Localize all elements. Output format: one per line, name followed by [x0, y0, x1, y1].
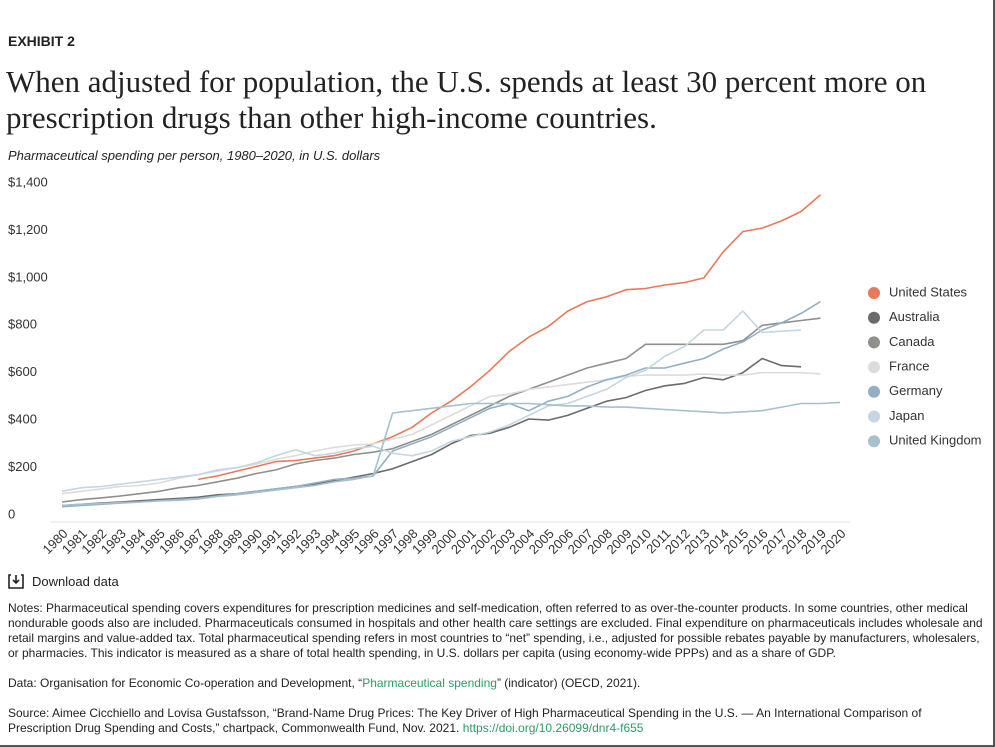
- notes: Notes: Pharmaceutical spending covers ex…: [8, 601, 983, 660]
- download-label: Download data: [32, 573, 119, 589]
- y-tick-label: 0: [8, 506, 15, 521]
- chart-subtitle: Pharmaceutical spending per person, 1980…: [8, 148, 381, 163]
- download-icon: [8, 574, 24, 589]
- legend-marker: [868, 287, 880, 299]
- legend-marker: [868, 361, 880, 374]
- y-tick-label: $400: [8, 412, 37, 427]
- download-button[interactable]: Download data: [8, 573, 119, 589]
- legend-marker: [868, 311, 880, 324]
- y-tick-label: $1,200: [8, 222, 48, 237]
- source: Source: Aimee Cicchiello and Lovisa Gust…: [8, 706, 986, 736]
- y-tick-label: $200: [8, 459, 37, 474]
- series-line: [61, 317, 821, 503]
- legend-label: Australia: [889, 309, 940, 324]
- y-tick-label: $800: [8, 317, 37, 332]
- y-tick-label: $600: [8, 364, 37, 379]
- legend-label: Canada: [889, 334, 935, 349]
- data-source-text: ” (indicator) (OECD, 2021).: [496, 676, 641, 690]
- series-line: [61, 357, 802, 507]
- legend-marker: [868, 385, 880, 398]
- series-line: [61, 401, 841, 507]
- data-source-text: Data: Organisation for Economic Co-opera…: [8, 676, 363, 690]
- series-line: [198, 194, 822, 481]
- legend-label: Germany: [889, 383, 943, 398]
- legend-marker: [868, 336, 880, 349]
- series-line: [61, 371, 821, 495]
- data-source: Data: Organisation for Economic Co-opera…: [8, 676, 986, 691]
- chart-title: When adjusted for population, the U.S. s…: [6, 64, 927, 135]
- y-tick-label: $1,400: [8, 174, 48, 189]
- legend-label: United Kingdom: [889, 433, 982, 448]
- legend-marker: [868, 410, 880, 423]
- chart: 0$200$400$600$800$1,000$1,200$1,40019801…: [8, 174, 982, 557]
- y-tick-label: $1,000: [8, 269, 48, 284]
- legend-marker: [868, 435, 880, 448]
- series-line: [61, 310, 802, 493]
- source-link[interactable]: https://doi.org/10.26099/dnr4-f655: [462, 721, 644, 735]
- legend-label: United States: [889, 284, 968, 299]
- source-text: Source: Aimee Cicchiello and Lovisa Gust…: [8, 706, 922, 735]
- legend-label: France: [889, 359, 929, 374]
- exhibit-label: EXHIBIT 2: [8, 33, 75, 49]
- data-source-link[interactable]: Pharmaceutical spending: [362, 676, 497, 690]
- legend-label: Japan: [889, 408, 924, 423]
- series-line: [61, 300, 821, 508]
